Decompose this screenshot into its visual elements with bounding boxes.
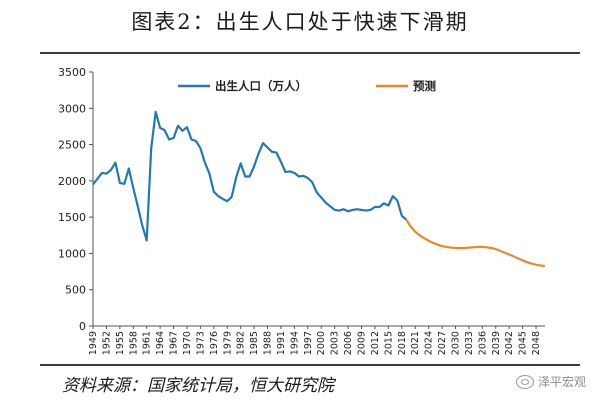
x-tick-label: 1952 (101, 331, 112, 355)
y-tick-label: 2000 (58, 175, 86, 188)
y-tick-label: 2500 (58, 139, 86, 152)
x-tick-label: 1988 (263, 331, 274, 355)
x-tick-label: 2006 (343, 331, 354, 355)
x-tick-label: 2000 (316, 331, 327, 355)
y-tick-label: 1500 (58, 211, 86, 224)
x-tick-label: 1997 (303, 331, 314, 355)
x-tick-label: 2027 (437, 331, 448, 355)
y-tick-label: 3000 (58, 102, 86, 115)
series-line-forecast (405, 219, 546, 268)
legend-label: 预测 (413, 79, 436, 93)
x-tick-label: 2018 (397, 331, 408, 355)
x-tick-label: 1976 (209, 331, 220, 355)
x-tick-label: 2021 (410, 331, 421, 355)
watermark: 泽平宏观 (515, 373, 586, 390)
title-divider (40, 52, 580, 54)
y-tick-label: 500 (65, 284, 86, 297)
x-tick-label: 2030 (450, 331, 461, 355)
chart-title: 图表2：出生人口处于快速下滑期 (131, 10, 469, 34)
y-axis-ticks: 0 500 1000 1500 2000 2500 3000 3500 (58, 66, 93, 333)
x-tick-label: 1985 (249, 331, 260, 355)
x-tick-label: 1970 (182, 331, 193, 355)
x-tick-label: 1949 (88, 331, 99, 355)
x-tick-label: 2042 (504, 331, 515, 355)
series-line-birth-population (92, 110, 408, 242)
x-tick-label: 2048 (531, 331, 542, 355)
x-tick-label: 1994 (289, 331, 300, 355)
x-tick-label: 2015 (383, 331, 394, 355)
x-tick-label: 2024 (424, 331, 435, 355)
legend: 出生人口（万人） 预测 (178, 79, 436, 93)
x-tick-label: 2009 (357, 331, 368, 355)
x-tick-label: 2003 (330, 331, 341, 355)
source-note: 资料来源：国家统计局，恒大研究院 (62, 376, 334, 396)
x-tick-label: 1973 (195, 331, 206, 355)
legend-label: 出生人口（万人） (215, 79, 307, 93)
x-tick-label: 1955 (115, 331, 126, 355)
series-layer (92, 110, 546, 268)
x-tick-label: 1991 (276, 331, 287, 355)
x-tick-label: 2012 (370, 331, 381, 355)
x-tick-label: 1961 (142, 331, 153, 355)
x-tick-label: 1964 (155, 331, 166, 355)
x-tick-label: 1979 (222, 331, 233, 355)
y-tick-label: 3500 (58, 66, 86, 79)
x-tick-label: 1982 (236, 331, 247, 355)
x-tick-label: 2039 (491, 331, 502, 355)
watermark-text: 泽平宏观 (537, 375, 586, 389)
x-tick-label: 1958 (128, 331, 139, 355)
chat-bubble-icon (515, 374, 534, 389)
y-tick-label: 1000 (58, 247, 86, 260)
x-tick-label: 2045 (518, 331, 529, 355)
x-tick-label: 2033 (464, 331, 475, 355)
chart-axes (92, 72, 545, 327)
x-axis-ticks: 1949 1952 1955 1958 1961 1964 1967 1970 1973 1976… (88, 326, 542, 355)
x-tick-label: 2036 (477, 331, 488, 355)
source-divider (40, 364, 580, 366)
y-tick-label: 0 (79, 320, 86, 333)
x-tick-label: 1967 (169, 331, 180, 355)
